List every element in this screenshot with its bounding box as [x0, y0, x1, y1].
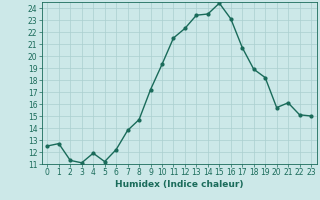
X-axis label: Humidex (Indice chaleur): Humidex (Indice chaleur) — [115, 180, 244, 189]
